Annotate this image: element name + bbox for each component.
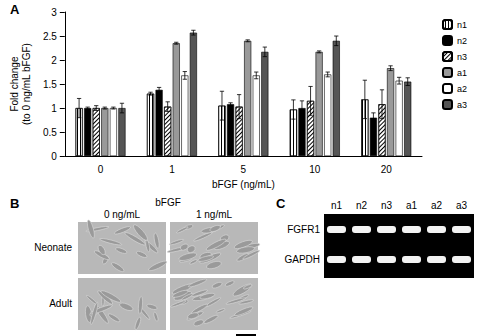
svg-text:n1: n1 — [457, 20, 467, 30]
svg-text:(to 0 ng/mL bFGF): (to 0 ng/mL bFGF) — [21, 43, 32, 125]
svg-text:1: 1 — [169, 164, 175, 175]
svg-text:n3: n3 — [457, 52, 467, 62]
svg-text:a2: a2 — [457, 84, 467, 94]
html-text:a2: a2 — [430, 200, 443, 211]
html-text:FGFR1: FGFR1 — [287, 224, 320, 235]
svg-text:a3: a3 — [457, 100, 467, 110]
svg-text:20: 20 — [381, 164, 393, 175]
html-text:Neonate: Neonate — [34, 242, 72, 253]
svg-text:1.5: 1.5 — [43, 79, 57, 90]
svg-text:Fold change: Fold change — [9, 56, 20, 111]
svg-text:2: 2 — [51, 55, 57, 66]
html-text:A: A — [10, 2, 20, 17]
html-text:1 ng/mL: 1 ng/mL — [195, 209, 233, 220]
html-text:a3: a3 — [455, 200, 468, 211]
html-text:0 ng/mL: 0 ng/mL — [103, 209, 141, 220]
svg-text:0.5: 0.5 — [43, 127, 57, 138]
svg-text:a1: a1 — [457, 68, 467, 78]
html-text:a1: a1 — [405, 200, 418, 211]
svg-text:0: 0 — [51, 151, 57, 162]
svg-text:3: 3 — [51, 7, 57, 18]
svg-text:1: 1 — [51, 103, 57, 114]
html-text:GAPDH: GAPDH — [284, 254, 320, 265]
svg-text:2.5: 2.5 — [43, 31, 57, 42]
svg-text:10: 10 — [309, 164, 321, 175]
svg-text:5: 5 — [241, 164, 247, 175]
svg-text:bFGF (ng/mL): bFGF (ng/mL) — [212, 179, 275, 190]
html-text:n3: n3 — [380, 200, 393, 211]
html-text:Adult: Adult — [49, 298, 72, 309]
html-text:n1: n1 — [330, 200, 343, 211]
html-text:C: C — [276, 196, 286, 211]
html-text:B: B — [10, 196, 20, 211]
html-text:bFGF: bFGF — [155, 197, 181, 208]
svg-text:0: 0 — [98, 164, 104, 175]
html-text:n2: n2 — [355, 200, 368, 211]
svg-text:n2: n2 — [457, 36, 467, 46]
